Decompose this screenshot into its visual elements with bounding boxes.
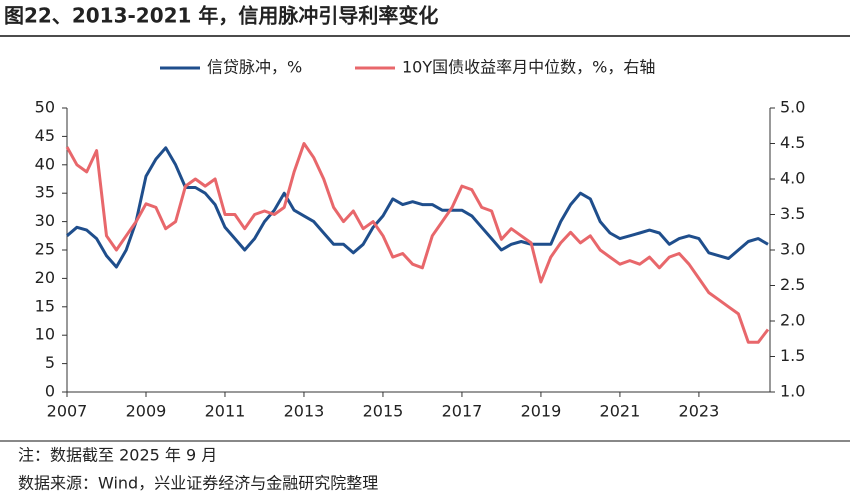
x-tick-label: 2019 bbox=[521, 402, 562, 421]
y2-tick-label: 1.5 bbox=[780, 346, 805, 365]
x-tick-label: 2009 bbox=[126, 402, 167, 421]
y-tick-label: 5 bbox=[45, 353, 55, 372]
y2-tick-label: 3.5 bbox=[780, 204, 805, 223]
y2-tick-label: 5.0 bbox=[780, 98, 805, 117]
y2-tick-label: 1.0 bbox=[780, 382, 805, 401]
note: 注：数据截至 2025 年 9 月 bbox=[18, 446, 217, 465]
y2-tick-label: 2.5 bbox=[780, 275, 805, 294]
y2-tick-label: 4.0 bbox=[780, 169, 805, 188]
line-series bbox=[66, 146, 769, 269]
line-series bbox=[65, 142, 770, 344]
legend-label: 10Y国债收益率月中位数，%，右轴 bbox=[402, 58, 655, 77]
y-tick-label: 0 bbox=[45, 382, 55, 401]
source: 数据来源：Wind，兴业证券经济与金融研究院整理 bbox=[18, 474, 378, 493]
y-tick-label: 15 bbox=[35, 296, 55, 315]
x-tick-label: 2021 bbox=[600, 402, 641, 421]
y-tick-label: 25 bbox=[35, 240, 55, 259]
x-tick-label: 2017 bbox=[442, 402, 483, 421]
y-tick-label: 50 bbox=[35, 98, 55, 117]
x-tick-label: 2015 bbox=[363, 402, 404, 421]
y-tick-label: 35 bbox=[35, 183, 55, 202]
x-tick-label: 2011 bbox=[205, 402, 246, 421]
y-tick-label: 10 bbox=[35, 325, 55, 344]
y-tick-label: 40 bbox=[35, 154, 55, 173]
y-tick-label: 20 bbox=[35, 268, 55, 287]
y2-tick-label: 4.5 bbox=[780, 133, 805, 152]
x-tick-label: 2023 bbox=[679, 402, 720, 421]
x-tick-label: 2007 bbox=[47, 402, 88, 421]
y2-tick-label: 2.0 bbox=[780, 311, 805, 330]
x-tick-label: 2013 bbox=[284, 402, 325, 421]
y-tick-label: 45 bbox=[35, 126, 55, 145]
y2-tick-label: 3.0 bbox=[780, 240, 805, 259]
legend-label: 信贷脉冲，% bbox=[207, 58, 302, 77]
y-tick-label: 30 bbox=[35, 211, 55, 230]
chart-title: 图22、2013-2021 年，信用脉冲引导利率变化 bbox=[4, 4, 438, 28]
